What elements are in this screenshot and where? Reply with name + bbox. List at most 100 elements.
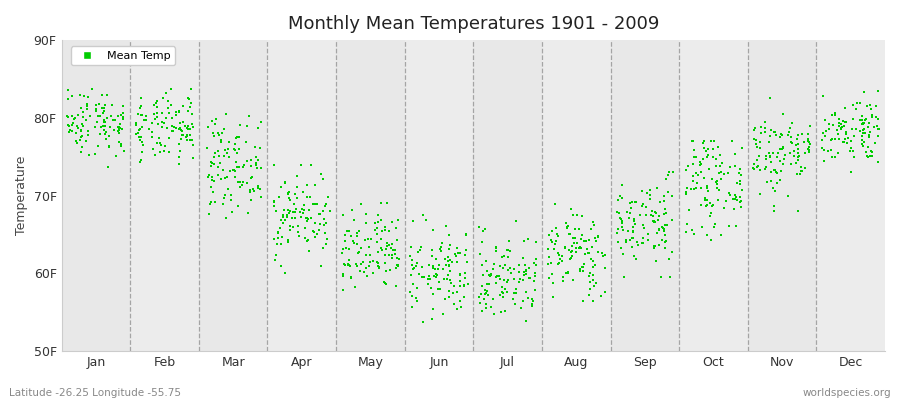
- Point: [386, 246, 400, 253]
- Point: [371, 249, 385, 255]
- Point: [222, 168, 237, 174]
- Point: [790, 132, 805, 138]
- Point: [651, 217, 665, 223]
- Point: [490, 247, 504, 254]
- Point: [152, 135, 166, 142]
- Point: [857, 126, 871, 132]
- Point: [213, 160, 228, 166]
- Point: [146, 146, 160, 152]
- Point: [172, 160, 186, 167]
- Point: [544, 227, 559, 234]
- Point: [427, 272, 441, 279]
- Point: [666, 169, 680, 176]
- Point: [454, 304, 468, 310]
- Point: [387, 251, 401, 258]
- Point: [853, 116, 868, 123]
- Text: worldspecies.org: worldspecies.org: [803, 388, 891, 398]
- Point: [211, 129, 225, 136]
- Point: [868, 114, 883, 120]
- Point: [283, 208, 297, 214]
- Point: [564, 248, 579, 254]
- Point: [354, 260, 368, 267]
- Point: [733, 181, 747, 187]
- Point: [644, 212, 658, 218]
- Point: [131, 127, 146, 133]
- Point: [700, 232, 715, 239]
- Point: [184, 126, 198, 133]
- Point: [663, 274, 678, 280]
- Point: [609, 208, 624, 215]
- Point: [746, 165, 760, 171]
- Point: [307, 229, 321, 235]
- Point: [863, 102, 878, 108]
- Point: [679, 166, 693, 173]
- Point: [320, 194, 335, 200]
- Point: [709, 181, 724, 188]
- Point: [588, 235, 602, 241]
- Point: [308, 201, 322, 207]
- Point: [226, 146, 240, 153]
- Point: [73, 92, 87, 98]
- Point: [857, 119, 871, 126]
- Point: [458, 269, 473, 276]
- Point: [441, 258, 455, 264]
- Bar: [405, 40, 473, 351]
- Point: [406, 281, 420, 287]
- Point: [585, 264, 599, 270]
- Point: [496, 290, 510, 296]
- Point: [819, 128, 833, 134]
- Point: [347, 240, 362, 246]
- Point: [94, 105, 109, 111]
- Point: [564, 249, 579, 255]
- Point: [98, 131, 112, 137]
- Point: [687, 146, 701, 153]
- Point: [253, 186, 267, 192]
- Point: [728, 151, 742, 157]
- Point: [839, 119, 853, 125]
- Point: [713, 152, 727, 158]
- Point: [750, 156, 764, 163]
- Point: [286, 201, 301, 207]
- Point: [168, 125, 183, 132]
- Point: [508, 300, 522, 307]
- Point: [768, 166, 782, 173]
- Point: [856, 121, 870, 127]
- Point: [685, 226, 699, 233]
- Point: [656, 226, 670, 232]
- Point: [529, 256, 544, 262]
- Point: [856, 127, 870, 133]
- Point: [832, 120, 847, 126]
- Point: [511, 262, 526, 269]
- Point: [694, 185, 708, 191]
- Point: [659, 238, 673, 245]
- Point: [702, 166, 716, 172]
- Point: [482, 272, 496, 278]
- Point: [180, 125, 194, 132]
- Point: [858, 117, 872, 123]
- Point: [444, 280, 458, 286]
- Point: [362, 244, 376, 250]
- Point: [706, 146, 720, 153]
- Point: [415, 274, 429, 280]
- Point: [112, 124, 127, 131]
- Point: [417, 274, 431, 280]
- Point: [379, 281, 393, 287]
- Point: [388, 246, 402, 253]
- Point: [230, 164, 245, 170]
- Point: [429, 271, 444, 277]
- Point: [266, 161, 281, 168]
- Point: [98, 101, 112, 108]
- Point: [384, 219, 399, 226]
- Point: [563, 206, 578, 212]
- Point: [750, 164, 764, 170]
- Point: [711, 187, 725, 193]
- Point: [477, 291, 491, 297]
- Point: [701, 146, 716, 152]
- Point: [855, 136, 869, 143]
- Point: [318, 203, 332, 210]
- Point: [240, 158, 255, 164]
- Point: [220, 174, 234, 180]
- Point: [61, 87, 76, 93]
- Point: [680, 191, 694, 198]
- Point: [561, 270, 575, 276]
